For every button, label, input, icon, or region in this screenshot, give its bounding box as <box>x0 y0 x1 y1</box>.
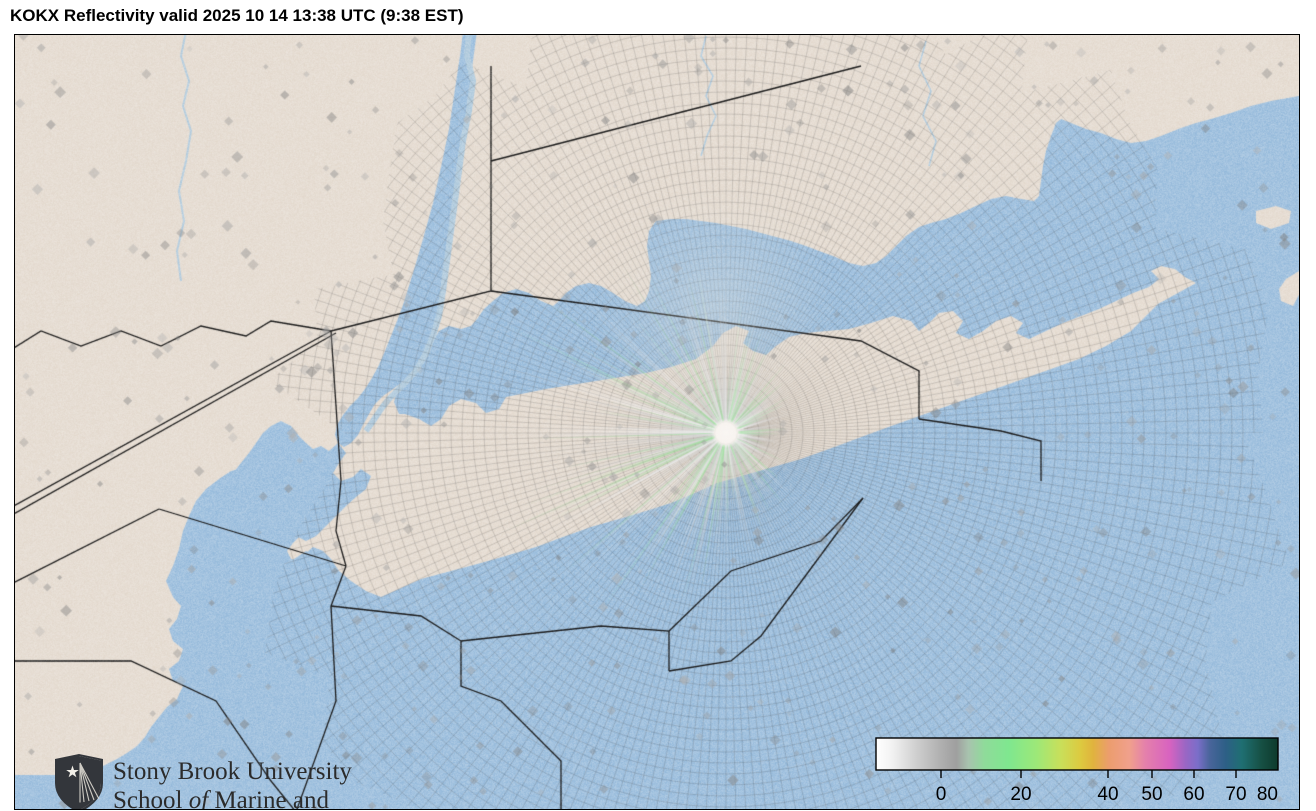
svg-text:0: 0 <box>936 784 947 805</box>
svg-text:70: 70 <box>1225 784 1246 805</box>
svg-text:40: 40 <box>1097 784 1118 805</box>
svg-text:60: 60 <box>1183 784 1204 805</box>
svg-text:20: 20 <box>1010 784 1031 805</box>
svg-text:80: 80 <box>1257 784 1278 805</box>
svg-text:50: 50 <box>1141 784 1162 805</box>
